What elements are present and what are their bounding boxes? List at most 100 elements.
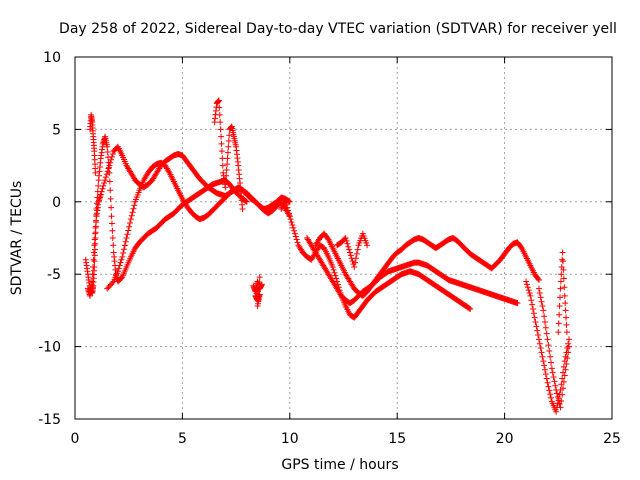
data-point xyxy=(555,320,562,327)
chart-title: Day 258 of 2022, Sidereal Day-to-day VTE… xyxy=(59,21,617,37)
data-point xyxy=(565,340,572,347)
data-point xyxy=(225,137,232,144)
data-point xyxy=(108,281,115,288)
data-point xyxy=(547,391,554,398)
data-point xyxy=(562,300,569,307)
data-point xyxy=(108,153,115,160)
data-point xyxy=(560,385,567,392)
data-point xyxy=(549,369,556,376)
series-spike-13 xyxy=(334,230,371,270)
data-point xyxy=(223,166,230,173)
data-point xyxy=(165,168,172,175)
data-point xyxy=(329,263,336,270)
data-point xyxy=(346,249,353,256)
data-point xyxy=(559,256,566,263)
data-point xyxy=(219,155,226,162)
data-point xyxy=(547,394,554,401)
data-point xyxy=(537,294,544,301)
x-tick-label: 20 xyxy=(496,431,514,447)
data-point xyxy=(100,182,107,189)
data-point xyxy=(216,111,223,118)
data-point xyxy=(294,239,301,246)
data-point xyxy=(215,97,222,104)
data-point xyxy=(293,236,300,243)
data-point xyxy=(243,198,250,205)
data-point xyxy=(91,242,98,249)
data-point xyxy=(354,246,361,253)
data-point xyxy=(539,353,546,360)
data-point xyxy=(107,187,114,194)
data-point xyxy=(124,231,131,238)
data-point xyxy=(292,233,299,240)
data-point xyxy=(99,185,106,192)
data-point xyxy=(343,237,350,244)
data-point xyxy=(346,246,353,253)
data-point xyxy=(239,206,246,213)
data-point xyxy=(564,355,571,362)
data-point xyxy=(555,397,562,404)
data-point xyxy=(98,188,105,195)
data-point xyxy=(560,266,567,273)
data-point xyxy=(283,201,290,208)
data-point xyxy=(542,371,549,378)
data-point xyxy=(218,140,225,147)
data-point xyxy=(90,249,97,256)
data-point xyxy=(93,219,100,226)
data-point xyxy=(218,148,225,155)
data-point xyxy=(556,311,563,318)
data-point xyxy=(106,282,113,289)
data-point xyxy=(118,256,125,263)
data-point xyxy=(548,365,555,372)
data-point xyxy=(526,290,533,297)
data-point xyxy=(91,258,98,265)
data-point xyxy=(557,294,564,301)
data-point xyxy=(108,204,115,211)
data-point xyxy=(109,227,116,234)
data-point xyxy=(532,318,539,325)
data-point xyxy=(104,285,111,292)
data-point xyxy=(545,342,552,349)
data-point xyxy=(555,329,562,336)
data-point xyxy=(559,375,566,382)
data-point xyxy=(539,303,546,310)
data-point xyxy=(566,343,573,350)
data-point xyxy=(531,314,538,321)
data-point xyxy=(554,393,561,400)
data-point xyxy=(333,275,340,282)
data-point xyxy=(108,213,115,220)
series-trace-f xyxy=(312,230,542,299)
series-trace-c xyxy=(104,159,293,292)
data-point xyxy=(544,336,551,343)
data-point xyxy=(91,246,98,253)
data-point xyxy=(536,340,543,347)
series-spike-2 xyxy=(211,97,246,213)
x-tick-label: 5 xyxy=(178,431,187,447)
data-point xyxy=(349,258,356,265)
data-point xyxy=(226,132,233,139)
series-descent-22b xyxy=(535,285,573,411)
data-point xyxy=(242,198,249,205)
data-point xyxy=(104,148,111,155)
y-tick-label: -10 xyxy=(38,340,61,356)
data-point xyxy=(535,285,542,292)
data-point xyxy=(92,224,99,231)
data-point xyxy=(108,156,115,163)
data-point xyxy=(364,242,371,249)
data-point xyxy=(528,297,535,304)
data-point xyxy=(120,246,127,253)
data-point xyxy=(120,250,127,257)
data-point xyxy=(331,269,338,276)
series-end-spike xyxy=(555,249,570,336)
data-point xyxy=(562,366,569,373)
data-point xyxy=(563,360,570,367)
data-point xyxy=(224,161,231,168)
data-point xyxy=(127,216,134,223)
data-point xyxy=(559,249,566,256)
data-point xyxy=(566,336,573,343)
series-spike-1 xyxy=(87,111,99,176)
data-point xyxy=(122,238,129,245)
data-point xyxy=(282,198,289,205)
data-point xyxy=(217,119,224,126)
data-point xyxy=(102,174,109,181)
data-point xyxy=(217,126,224,133)
